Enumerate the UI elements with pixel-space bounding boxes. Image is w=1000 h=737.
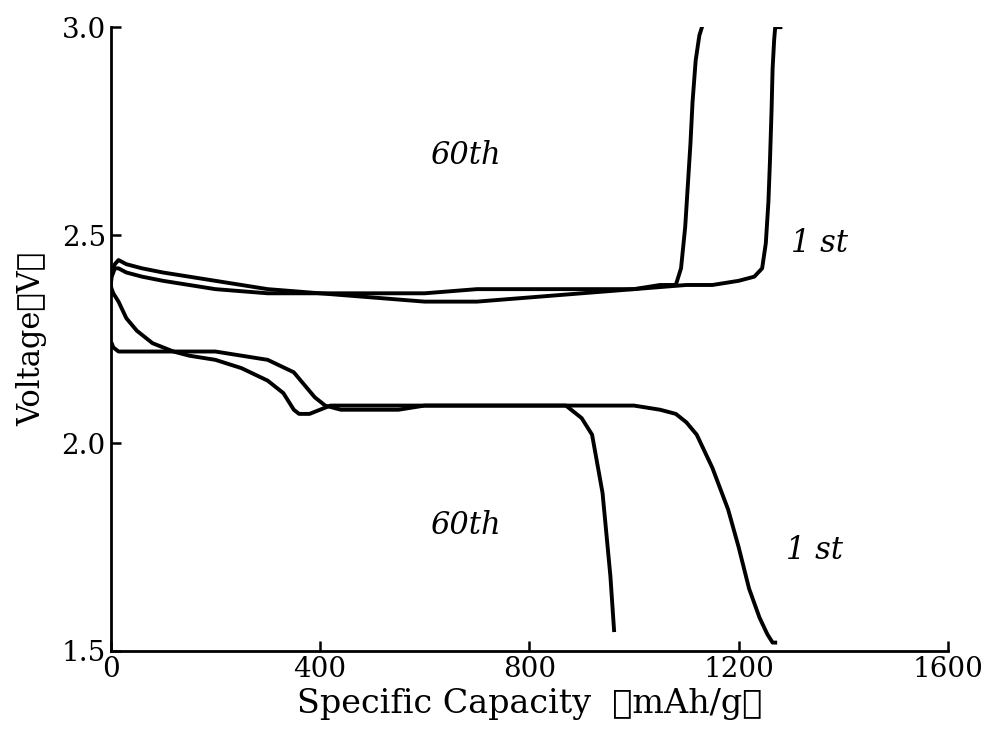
Text: 1 st: 1 st: [791, 228, 848, 259]
X-axis label: Specific Capacity  （mAh/g）: Specific Capacity （mAh/g）: [297, 688, 762, 720]
Y-axis label: Voltage（V）: Voltage（V）: [17, 252, 48, 426]
Text: 60th: 60th: [430, 511, 500, 542]
Text: 60th: 60th: [430, 140, 500, 172]
Text: 1 st: 1 st: [786, 536, 843, 567]
